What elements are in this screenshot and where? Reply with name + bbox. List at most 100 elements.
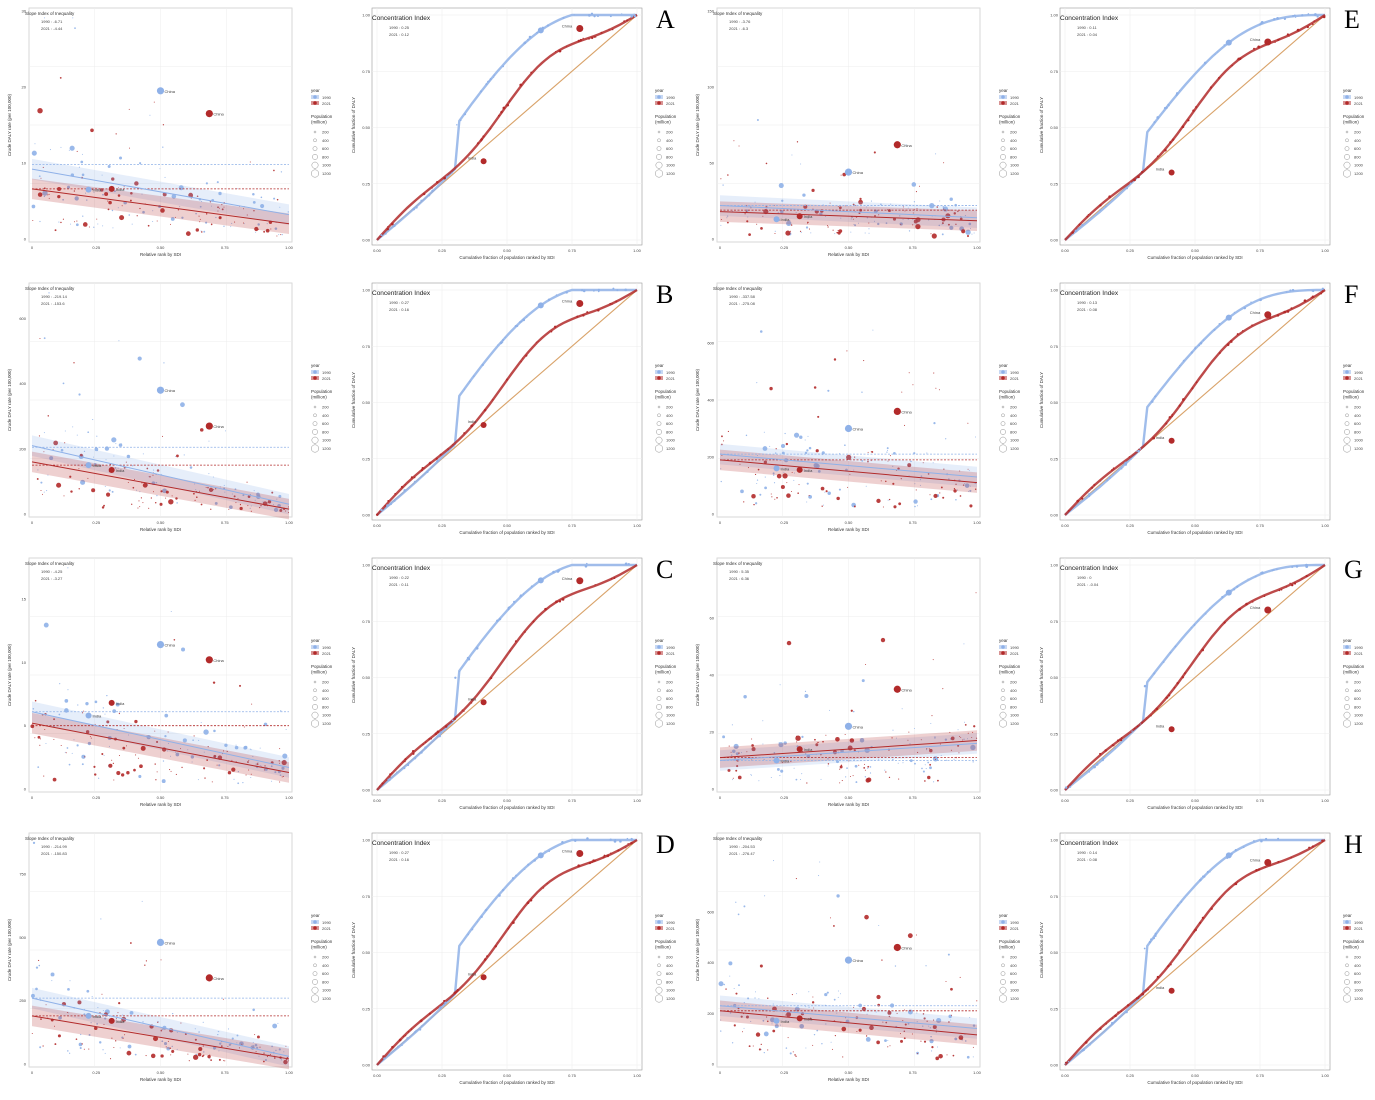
country-point-2021 bbox=[808, 228, 811, 230]
annotation-label: India bbox=[804, 468, 813, 473]
country-point-1990 bbox=[933, 781, 935, 783]
country-point-1990 bbox=[424, 746, 427, 750]
china-label: China bbox=[1250, 858, 1261, 863]
y-tick-label: 1.00 bbox=[1050, 838, 1059, 843]
country-point-1990 bbox=[456, 124, 458, 126]
country-point-1990 bbox=[127, 455, 130, 457]
country-point-2021 bbox=[195, 228, 199, 232]
country-point-2021 bbox=[133, 478, 136, 480]
country-point-2021 bbox=[594, 584, 596, 586]
country-point-2021 bbox=[870, 451, 872, 453]
country-point-2021 bbox=[273, 169, 275, 172]
country-point-1990 bbox=[609, 838, 612, 841]
y-axis-label: Crude DALY rate (per 100,000) bbox=[7, 368, 12, 431]
country-point-2021 bbox=[107, 200, 109, 202]
country-point-2021 bbox=[852, 218, 854, 220]
x-tick-label: 0.50 bbox=[157, 795, 166, 800]
country-point-1990 bbox=[1099, 209, 1102, 211]
stat-1990: 1990 : -204.53 bbox=[729, 844, 756, 849]
country-point-2021 bbox=[461, 709, 464, 711]
country-point-1990 bbox=[412, 207, 416, 211]
country-point-1990 bbox=[536, 31, 538, 34]
country-point-1990 bbox=[806, 754, 811, 759]
legend-population-value: 400 bbox=[1354, 138, 1361, 143]
country-point-1990 bbox=[772, 1003, 774, 1005]
country-point-1990 bbox=[1110, 1021, 1114, 1025]
legend-1990-label: 1990 bbox=[322, 370, 332, 375]
country-point-1990 bbox=[854, 764, 858, 768]
country-point-1990 bbox=[479, 90, 483, 93]
country-point-2021 bbox=[199, 428, 204, 432]
country-point-1990 bbox=[197, 779, 199, 781]
panel-svg: 0.00 0.25 0.50 0.75 1.000.000.250.500.751.00… bbox=[1039, 280, 1365, 535]
country-point-1990 bbox=[102, 193, 104, 196]
country-point-2021 bbox=[867, 451, 869, 453]
legend-population-circle bbox=[1001, 680, 1005, 684]
country-point-2021 bbox=[139, 764, 143, 769]
country-point-1990 bbox=[71, 752, 73, 754]
y-tick-label: 20 bbox=[710, 730, 715, 735]
annotated-point-2021 bbox=[108, 185, 115, 192]
panel-title: Concentration Index bbox=[372, 290, 431, 297]
legend-population-title: Population (million) bbox=[999, 114, 1021, 125]
country-point-2021 bbox=[846, 454, 852, 460]
country-point-1990 bbox=[750, 774, 752, 776]
country-point-2021 bbox=[842, 172, 847, 177]
country-point-2021 bbox=[815, 450, 817, 452]
legend-population-value: 1200 bbox=[666, 996, 676, 1001]
country-point-2021 bbox=[1192, 109, 1195, 112]
country-point-1990 bbox=[597, 15, 599, 18]
legend-population-circle bbox=[313, 680, 317, 684]
country-point-2021 bbox=[259, 506, 261, 509]
country-point-2021 bbox=[54, 229, 57, 232]
legend-population-value: 800 bbox=[1354, 429, 1361, 434]
regression-line-1990 bbox=[719, 742, 978, 761]
country-point-2021 bbox=[1146, 166, 1148, 168]
country-point-2021 bbox=[1195, 106, 1198, 108]
country-point-1990 bbox=[794, 1006, 800, 1012]
country-point-1990 bbox=[1122, 466, 1124, 468]
x-tick-label: 0.00 bbox=[373, 523, 382, 528]
china-point-1990 bbox=[1225, 589, 1232, 596]
country-point-1990 bbox=[1198, 344, 1201, 347]
legend-year-title: year bbox=[311, 363, 320, 368]
country-point-2021 bbox=[555, 51, 557, 53]
country-point-1990 bbox=[39, 220, 41, 223]
country-point-1990 bbox=[565, 291, 568, 294]
country-point-1990 bbox=[1153, 672, 1156, 675]
china-point bbox=[1264, 38, 1272, 46]
country-point-1990 bbox=[1234, 849, 1237, 852]
country-point-1990 bbox=[1081, 223, 1084, 227]
country-point-1990 bbox=[1137, 449, 1140, 453]
country-point-2021 bbox=[1210, 907, 1213, 910]
country-point-1990 bbox=[271, 780, 273, 782]
country-point-2021 bbox=[248, 759, 250, 761]
annotated-point-1990 bbox=[85, 712, 92, 719]
legend-population-circle bbox=[312, 146, 318, 151]
country-point-1990 bbox=[826, 991, 829, 994]
legend-population-value: 800 bbox=[1354, 979, 1361, 984]
country-point-1990 bbox=[905, 144, 907, 146]
country-point-2021 bbox=[78, 468, 80, 470]
country-point-2021 bbox=[922, 1013, 925, 1015]
country-point-1990 bbox=[496, 619, 499, 623]
stat-1990: 1990 : -337.58 bbox=[729, 294, 756, 299]
country-point-1990 bbox=[495, 898, 497, 900]
country-point-2021 bbox=[908, 372, 910, 374]
country-point-2021 bbox=[913, 219, 918, 224]
country-point-1990 bbox=[87, 741, 92, 746]
regression-line-1990 bbox=[719, 205, 978, 219]
legend-2021-dot bbox=[313, 376, 317, 380]
country-point-1990 bbox=[965, 229, 971, 235]
country-point-2021 bbox=[955, 223, 957, 225]
country-point-1990 bbox=[403, 767, 406, 770]
country-point-1990 bbox=[763, 1051, 765, 1054]
country-point-1990 bbox=[397, 1045, 399, 1048]
china-point bbox=[576, 300, 584, 307]
country-point-1990 bbox=[729, 975, 731, 977]
x-tick-label: 0.25 bbox=[92, 245, 101, 250]
country-point-1990 bbox=[825, 215, 827, 217]
legend-population-value: 600 bbox=[1010, 146, 1017, 151]
country-point-1990 bbox=[853, 223, 855, 225]
legend-population-title-line: Population bbox=[311, 664, 333, 669]
